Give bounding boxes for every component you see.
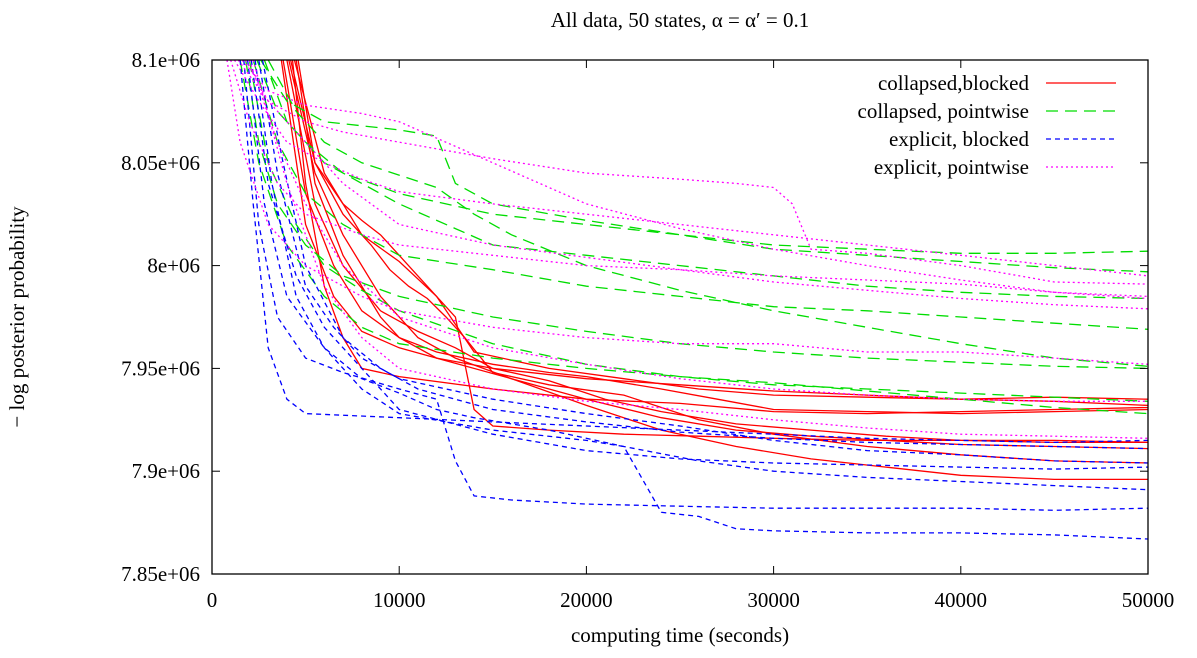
- series-line-1-run-3: [256, 60, 1148, 254]
- y-tick-label: 7.95e+06: [121, 356, 200, 380]
- series-line-3-run-6: [248, 60, 1148, 402]
- x-tick-label: 0: [207, 588, 218, 612]
- series-line-2-run-2: [246, 60, 1148, 491]
- series-line-1-run-1: [248, 60, 1148, 402]
- x-axis-label: computing time (seconds): [571, 623, 789, 647]
- series-line-3-run-5: [245, 60, 1148, 310]
- series-line-2-run-6: [261, 60, 1148, 450]
- y-tick-label: 7.9e+06: [132, 459, 200, 483]
- series-line-0-run-7: [297, 60, 1148, 464]
- y-tick-label: 7.85e+06: [121, 562, 200, 586]
- series-line-1-run-4: [260, 60, 1148, 273]
- y-tick-label: 8.05e+06: [121, 151, 200, 175]
- x-tick-label: 10000: [373, 588, 426, 612]
- legend-label: collapsed,blocked: [878, 71, 1030, 95]
- plot-lines: [226, 60, 1148, 540]
- series-line-1-run-7: [239, 60, 1148, 415]
- y-tick-label: 8.1e+06: [132, 48, 200, 72]
- series-line-0-run-2: [286, 60, 1148, 444]
- series-line-1-run-0: [245, 60, 1148, 370]
- series-line-3-run-4: [241, 60, 1148, 300]
- series-line-2-run-1: [243, 60, 1148, 511]
- series-line-1-run-6: [267, 60, 1148, 367]
- x-axis: 0 10000 20000 30000 40000 50000: [207, 60, 1175, 612]
- series-line-1-run-5: [263, 60, 1148, 300]
- series-line-0-run-6: [295, 60, 1148, 481]
- legend-label: collapsed, pointwise: [858, 99, 1029, 123]
- series-line-2-run-0: [239, 60, 1148, 444]
- legend: collapsed,blocked collapsed, pointwise exp…: [858, 71, 1116, 179]
- series-line-3-run-2: [233, 60, 1148, 277]
- series-line-0-run-4: [289, 60, 1148, 444]
- series-line-3-run-3: [237, 60, 1148, 285]
- y-axis: 7.85e+06 7.9e+06 7.95e+06 8e+06 8.05e+06 8.1e…: [121, 48, 1148, 586]
- x-tick-label: 40000: [935, 588, 988, 612]
- series-line-2-run-4: [254, 60, 1148, 540]
- x-tick-label: 30000: [747, 588, 800, 612]
- y-axis-label: − log posterior probability: [5, 206, 29, 428]
- series-line-2-run-3: [250, 60, 1148, 470]
- legend-label: explicit, blocked: [889, 127, 1029, 151]
- series-line-2-run-5: [258, 60, 1148, 464]
- series-line-3-run-7: [252, 60, 1148, 439]
- y-tick-label: 8e+06: [147, 254, 200, 278]
- legend-label: explicit, pointwise: [874, 155, 1029, 179]
- x-tick-label: 50000: [1122, 588, 1175, 612]
- series-line-3-run-1: [230, 60, 1148, 298]
- series-line-0-run-8: [291, 60, 1148, 415]
- series-line-0-run-5: [293, 60, 1148, 400]
- x-tick-label: 20000: [560, 588, 613, 612]
- series-line-1-run-2: [252, 60, 1148, 330]
- plot-frame: [211, 59, 1149, 575]
- chart-title: All data, 50 states, α = α′ = 0.1: [551, 8, 810, 32]
